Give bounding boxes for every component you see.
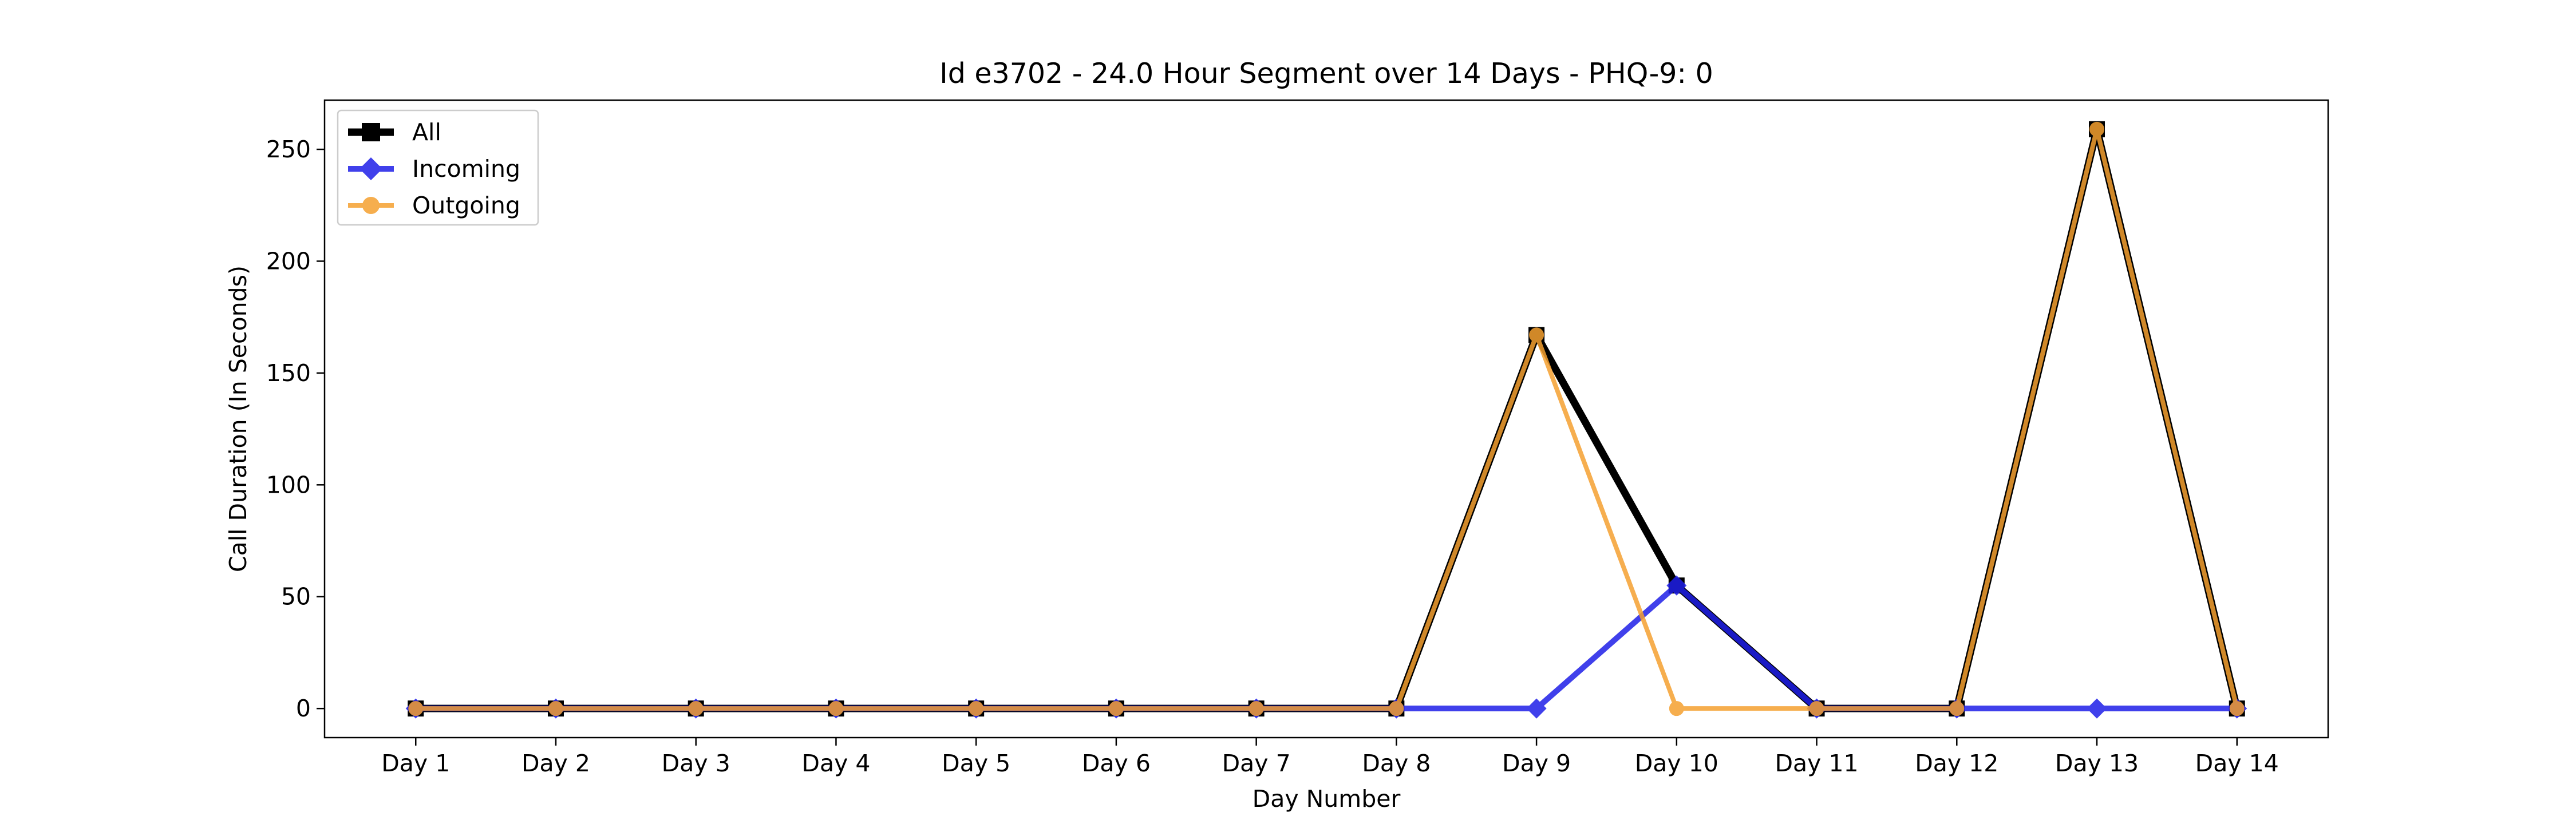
plot-area: [405, 121, 2247, 719]
legend-item-all: [348, 123, 394, 141]
legend-item-outgoing: [348, 197, 394, 214]
y-axis-label: Call Duration (In Seconds): [224, 266, 252, 572]
data-point-outgoing: [688, 701, 704, 716]
data-point-outgoing: [969, 701, 984, 716]
x-tick-label: Day 11: [1775, 750, 1858, 777]
data-point-outgoing: [1809, 701, 1824, 716]
legend-label-all: All: [412, 118, 441, 146]
data-point-outgoing: [1389, 701, 1404, 716]
y-tick-label: 200: [266, 247, 311, 275]
x-tick-label: Day 1: [381, 750, 450, 777]
x-tick-label: Day 4: [801, 750, 870, 777]
y-tick-label: 0: [296, 695, 311, 722]
legend-box: [337, 109, 539, 226]
legend: All Incoming Outgoing: [337, 109, 539, 226]
data-point-outgoing: [548, 701, 563, 716]
data-point-incoming: [2087, 698, 2107, 719]
data-point-outgoing: [1249, 701, 1264, 716]
x-tick-label: Day 5: [942, 750, 1010, 777]
data-point-outgoing: [1949, 701, 1965, 716]
data-point-outgoing: [408, 701, 424, 716]
y-tick-label: 250: [266, 136, 311, 163]
data-point-outgoing: [1669, 701, 1684, 716]
data-point-outgoing: [2229, 701, 2245, 716]
x-tick-label: Day 7: [1222, 750, 1291, 777]
data-point-incoming: [1666, 575, 1687, 596]
legend-item-incoming: [348, 157, 394, 181]
x-tick-label: Day 8: [1362, 750, 1431, 777]
x-tick-label: Day 13: [2055, 750, 2139, 777]
data-point-outgoing: [2089, 121, 2105, 137]
data-point-incoming: [1526, 698, 1547, 719]
y-tick-label: 100: [266, 471, 311, 498]
axes-frame: [323, 99, 2329, 739]
legend-marker-all: [362, 123, 380, 141]
legend-label-outgoing: Outgoing: [412, 192, 520, 219]
legend-marker-incoming: [359, 157, 383, 181]
series-line-outgoing: [416, 126, 2239, 711]
x-tick-label: Day 3: [662, 750, 730, 777]
data-point-outgoing: [1529, 327, 1544, 343]
y-axis: 0 50 100 150 200 250: [266, 136, 325, 722]
y-tick-label: 150: [266, 359, 311, 387]
chart-title: Id e3702 - 24.0 Hour Segment over 14 Day…: [939, 57, 1713, 90]
x-axis-label: Day Number: [1253, 785, 1401, 813]
x-tick-label: Day 9: [1502, 750, 1571, 777]
x-tick-label: Day 10: [1635, 750, 1718, 777]
data-point-outgoing: [1108, 701, 1124, 716]
x-tick-label: Day 6: [1082, 750, 1151, 777]
y-tick-label: 50: [281, 583, 311, 611]
legend-marker-outgoing: [362, 197, 380, 214]
x-axis: Day 1 Day 2 Day 3 Day 4 Day 5 Day 6 Day 7 Day 8…: [381, 738, 2279, 777]
data-point-outgoing: [828, 701, 844, 716]
series-outgoing: [408, 121, 2245, 716]
legend-label-incoming: Incoming: [412, 155, 520, 183]
x-tick-label: Day 2: [521, 750, 590, 777]
x-tick-label: Day 12: [1915, 750, 1998, 777]
x-tick-label: Day 14: [2195, 750, 2279, 777]
